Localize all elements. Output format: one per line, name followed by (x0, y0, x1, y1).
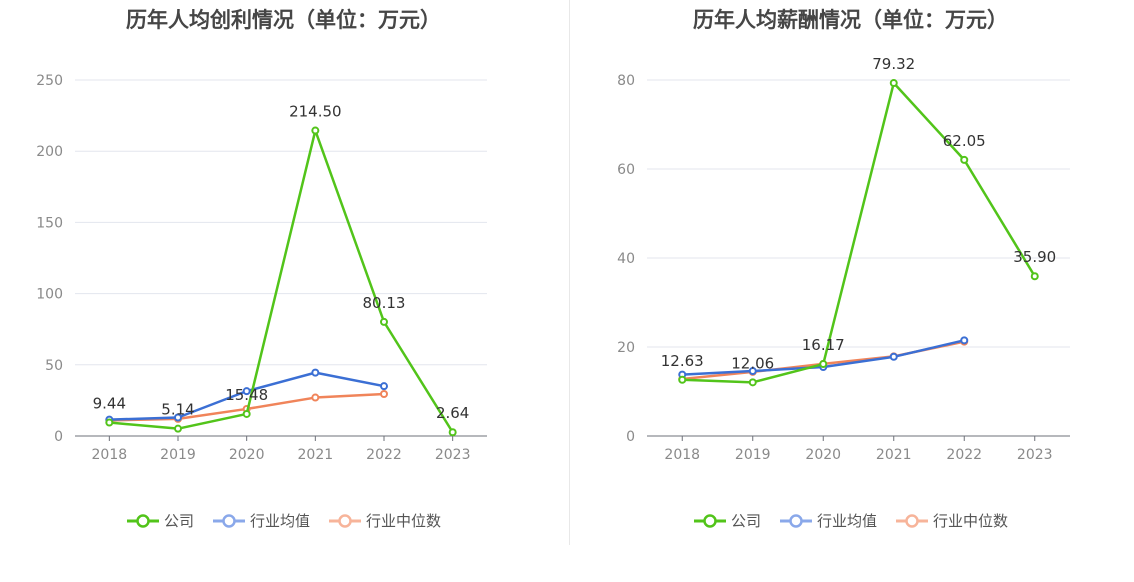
legend-label: 行业均值 (249, 512, 310, 530)
y-tick-label: 200 (36, 144, 63, 160)
data-point (889, 79, 898, 88)
y-tick-label: 100 (36, 287, 63, 303)
data-point (819, 360, 828, 369)
legend-line-icon (126, 513, 159, 528)
data-point (380, 317, 388, 326)
legend-item-industry-median[interactable]: 行业中位数 (328, 510, 441, 531)
x-tick-label: 2018 (92, 447, 128, 463)
data-point (1030, 272, 1039, 281)
x-tick-label: 2018 (664, 447, 700, 463)
x-tick-label: 2020 (805, 447, 841, 463)
y-tick-label: 0 (54, 429, 63, 445)
legend-line-icon (212, 513, 245, 528)
data-label: 9.44 (93, 395, 126, 413)
y-tick-label: 150 (36, 215, 63, 231)
y-tick-label: 0 (626, 429, 635, 445)
legend-label: 公司 (163, 512, 194, 530)
y-tick-label: 250 (36, 73, 63, 89)
data-point (380, 382, 388, 391)
chart-title: 历年人均创利情况（单位：万元） (126, 8, 441, 32)
data-point (242, 409, 251, 418)
legend-item-company[interactable]: 公司 (693, 510, 761, 531)
y-tick-label: 80 (617, 73, 635, 89)
data-label: 12.06 (731, 354, 774, 372)
series-line (109, 129, 454, 433)
profit-chart-panel: 历年人均创利情况（单位：万元） 0 50 100 150 200 250 2018 2019 2… (0, 8, 567, 531)
y-tick-label: 50 (45, 358, 63, 374)
data-point (748, 367, 757, 376)
data-label: 5.14 (161, 401, 194, 419)
x-tick-label: 2023 (435, 447, 471, 463)
series-line (682, 81, 1036, 384)
data-point (960, 155, 969, 164)
legend-line-icon (779, 513, 812, 528)
legend-label: 行业中位数 (933, 512, 1009, 530)
chart-legend: 公司 行业均值 行业中位数 (0, 510, 567, 531)
profit-line-chart: 0 50 100 150 200 250 2018 2019 2020 2021 2022 2023 9… (36, 73, 487, 463)
x-tick-label: 2019 (160, 447, 196, 463)
salary-chart-panel: 历年人均薪酬情况（单位：万元） 0 20 40 60 80 2018 2019 2020 202… (567, 0, 1134, 582)
data-point (311, 393, 320, 402)
x-tick-label: 2022 (366, 447, 402, 463)
legend-item-company[interactable]: 公司 (126, 510, 194, 531)
chart-legend: 公司 行业均值 行业中位数 (567, 510, 1134, 531)
data-label: 16.17 (802, 336, 845, 354)
x-tick-label: 2023 (1017, 447, 1053, 463)
legend-item-industry-avg[interactable]: 行业均值 (779, 510, 877, 531)
data-point (311, 368, 320, 377)
panel-divider (569, 0, 570, 545)
legend-label: 行业中位数 (366, 512, 442, 530)
data-label: 15.48 (225, 386, 268, 404)
salary-line-chart: 0 20 40 60 80 2018 2019 2020 2021 2022 2023 12.63 12… (617, 55, 1070, 463)
data-point (960, 336, 969, 345)
x-tick-label: 2022 (946, 447, 982, 463)
legend-label: 行业均值 (816, 512, 877, 530)
legend-label: 公司 (730, 512, 761, 530)
data-point (380, 389, 388, 398)
data-label: 35.90 (1013, 248, 1056, 266)
y-tick-label: 40 (617, 251, 635, 267)
legend-line-icon (693, 513, 726, 528)
chart-title: 历年人均薪酬情况（单位：万元） (693, 8, 1008, 32)
data-point (105, 418, 114, 427)
legend-item-industry-median[interactable]: 行业中位数 (895, 510, 1008, 531)
data-point (174, 424, 182, 433)
data-label: 214.50 (289, 103, 342, 121)
data-point (678, 375, 687, 384)
data-point (174, 413, 182, 422)
y-tick-label: 60 (617, 162, 635, 178)
data-point (448, 428, 457, 437)
y-tick-label: 20 (617, 340, 635, 356)
data-point (748, 378, 757, 387)
data-point (311, 126, 320, 135)
legend-line-icon (329, 513, 361, 528)
data-point (242, 387, 251, 396)
data-label: 62.05 (943, 132, 986, 150)
x-tick-label: 2019 (735, 447, 771, 463)
x-tick-label: 2020 (229, 447, 265, 463)
data-label: 79.32 (872, 55, 915, 73)
legend-line-icon (896, 513, 928, 528)
x-tick-label: 2021 (298, 447, 334, 463)
data-label: 80.13 (363, 294, 406, 312)
data-label: 2.64 (436, 404, 469, 422)
x-tick-label: 2021 (876, 447, 912, 463)
legend-item-industry-avg[interactable]: 行业均值 (212, 510, 310, 531)
data-label: 12.63 (661, 352, 704, 370)
data-point (889, 352, 898, 361)
